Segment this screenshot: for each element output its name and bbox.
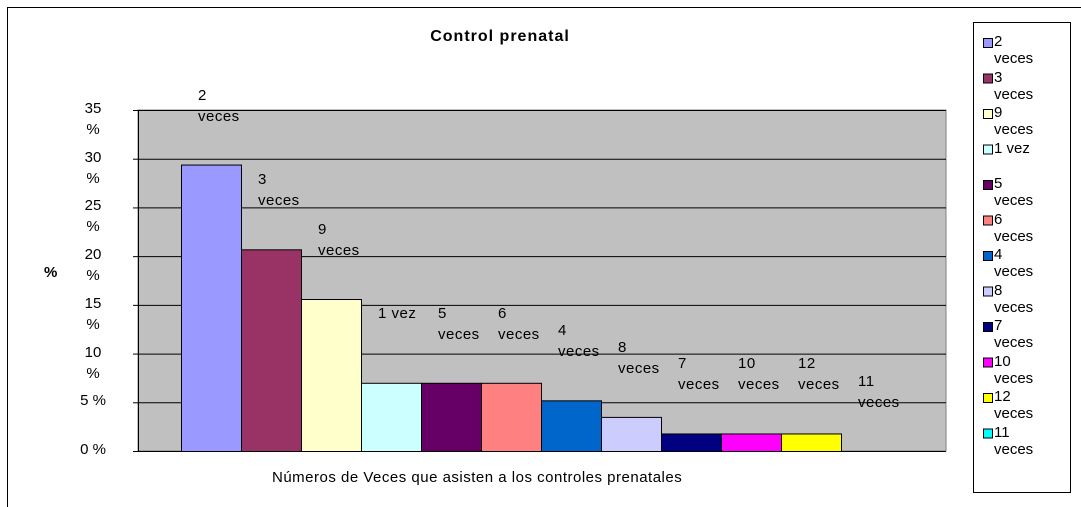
legend-swatch — [983, 109, 993, 119]
bar — [781, 433, 842, 453]
y-tick-label: 0 % — [80, 441, 106, 458]
data-label: 3 veces — [258, 171, 300, 210]
legend-swatch — [983, 393, 993, 403]
bar — [421, 382, 482, 452]
data-label: 6 veces — [498, 304, 540, 343]
legend-label: 11 veces — [994, 423, 1034, 458]
data-label: 9 veces — [318, 221, 360, 259]
legend-label: 4 veces — [994, 246, 1034, 280]
legend-label: 3 veces — [994, 68, 1034, 103]
y-axis-label: % — [44, 264, 58, 281]
legend-label: 10 veces — [994, 352, 1034, 387]
bar — [181, 164, 242, 452]
y-tick-label: 35 % — [84, 100, 102, 138]
x-axis-label: Números de Veces que asisten a los contr… — [272, 469, 683, 486]
legend-label: 1 vez — [994, 139, 1030, 157]
legend-label: 12 veces — [994, 388, 1034, 422]
legend-swatch — [983, 144, 993, 155]
bar — [241, 249, 302, 452]
chart-title: Control prenatal — [430, 28, 570, 45]
y-tick-label: 20 % — [84, 246, 102, 285]
legend-swatch — [983, 180, 993, 190]
legend-label: 9 veces — [994, 104, 1034, 138]
data-label: 4 veces — [558, 322, 600, 361]
data-label: 5 veces — [438, 304, 480, 343]
legend-label: 8 veces — [994, 281, 1034, 316]
y-tick-label: 30 % — [84, 148, 102, 187]
data-label: 2 veces — [198, 86, 240, 125]
legend-label: 2 veces — [994, 33, 1034, 67]
y-tick-label: 25 % — [84, 197, 102, 236]
data-label: 8 veces — [618, 338, 660, 377]
bar — [601, 416, 662, 452]
data-label: 10 veces — [738, 355, 780, 394]
bar — [361, 382, 422, 452]
data-label: 7 veces — [678, 355, 720, 394]
data-label: 12 veces — [798, 355, 840, 394]
legend-swatch — [983, 286, 993, 297]
bar — [481, 382, 542, 452]
legend-swatch — [983, 38, 993, 48]
bar — [721, 433, 782, 453]
legend-label: 5 veces — [994, 175, 1034, 209]
y-tick-label: 10 % — [84, 343, 102, 382]
data-label: 1 vez — [378, 304, 417, 322]
legend-label: 7 veces — [994, 317, 1034, 351]
bar — [541, 400, 602, 452]
legend-swatch — [983, 428, 993, 439]
legend-swatch — [983, 73, 993, 84]
y-tick-label: 5 % — [80, 392, 106, 410]
legend-swatch — [983, 251, 993, 261]
y-tick-label: 15 % — [84, 294, 102, 333]
legend-swatch — [983, 322, 993, 332]
bar — [661, 433, 722, 453]
legend-label: 6 veces — [994, 210, 1034, 245]
data-label: 11 veces — [858, 373, 900, 411]
bar — [301, 299, 362, 452]
legend-swatch — [983, 215, 993, 226]
legend-swatch — [983, 357, 993, 368]
